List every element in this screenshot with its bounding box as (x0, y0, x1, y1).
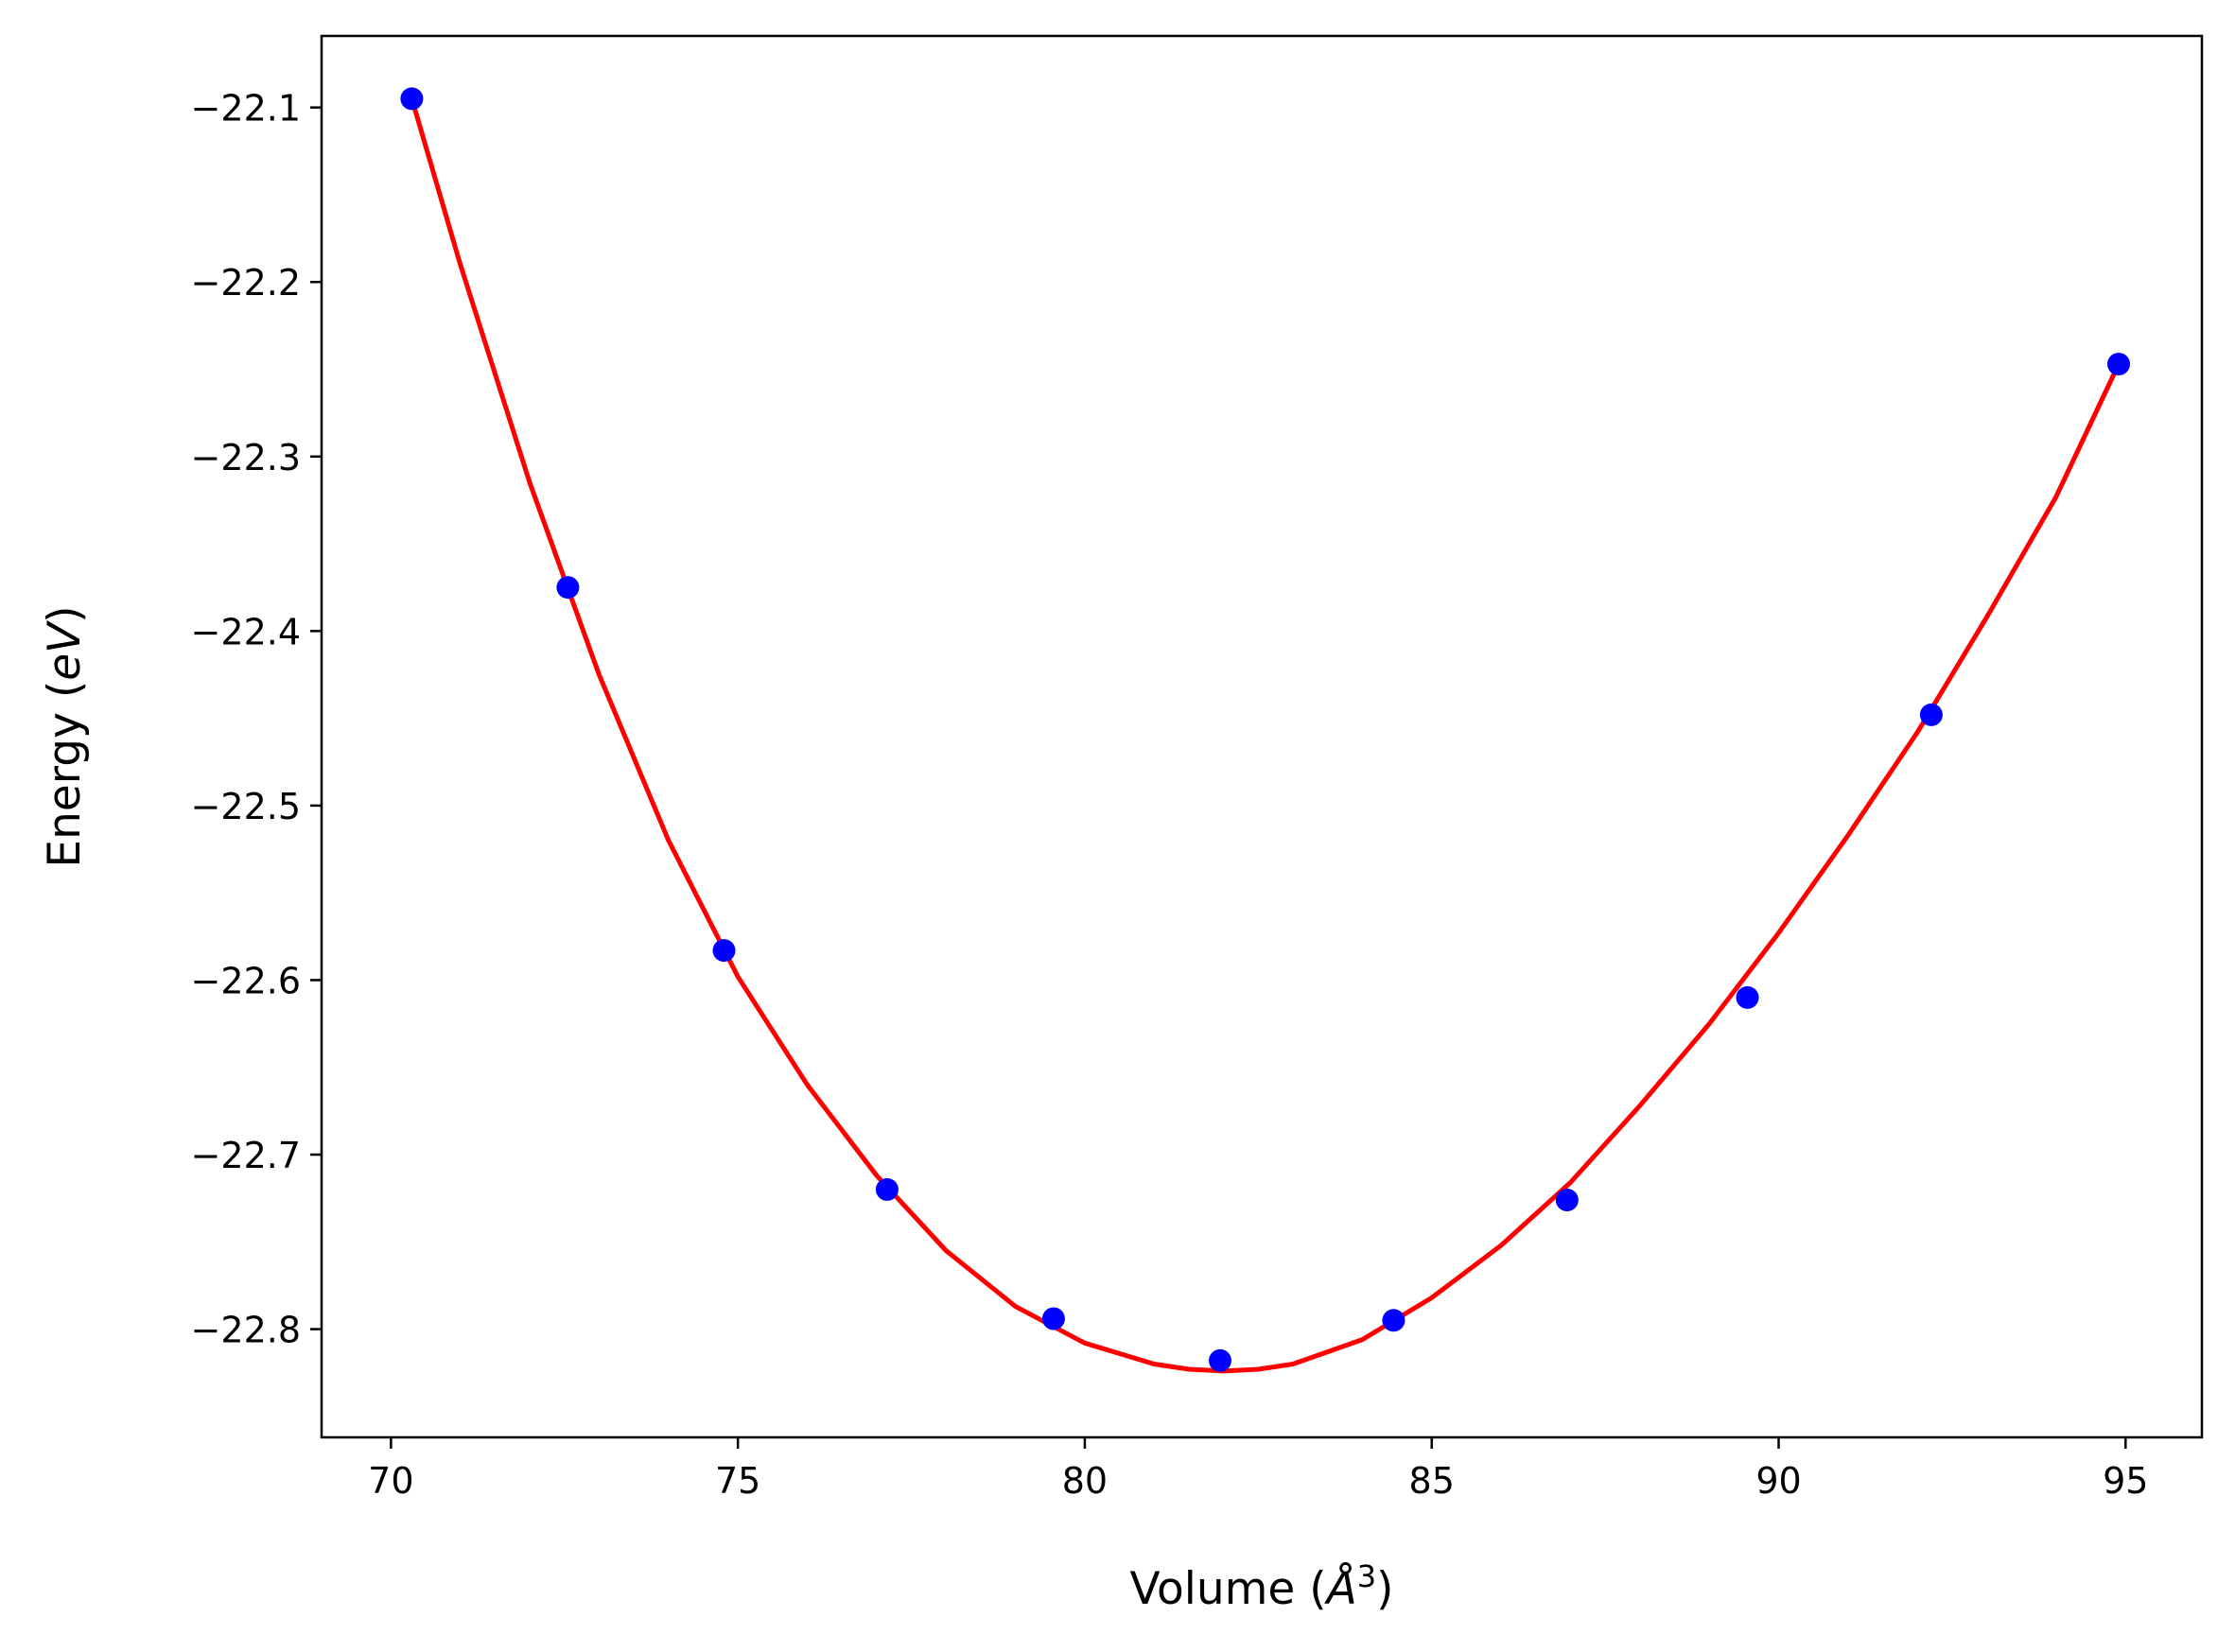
x-tick-label: 85 (1409, 1460, 1455, 1502)
x-tick-label: 70 (368, 1460, 413, 1502)
data-point (400, 87, 424, 111)
y-tick-label: −22.4 (191, 611, 301, 652)
y-tick-label: −22.3 (191, 437, 301, 478)
data-point (1209, 1348, 1231, 1372)
data-point (1555, 1189, 1579, 1211)
y-axis-label: Energy (eV) (39, 605, 91, 867)
y-tick-label: −22.5 (191, 786, 301, 827)
y-tick-label: −22.7 (191, 1135, 301, 1176)
y-tick-label: −22.1 (191, 88, 301, 130)
data-points-layer (400, 87, 2130, 1372)
x-tick-label: 95 (2103, 1460, 2148, 1502)
x-tick-label: 90 (1755, 1460, 1801, 1502)
data-point (1382, 1309, 1406, 1332)
fit-curve-layer (410, 97, 2122, 1374)
x-axis: 70 75 80 85 90 95 (368, 1437, 2148, 1502)
fit-curve (410, 97, 2122, 1374)
y-tick-label: −22.8 (191, 1310, 301, 1351)
y-axis: −22.1 −22.2 −22.3 −22.4 −22.5 −22.6 −22.7 −22.8 (191, 88, 322, 1351)
data-point (712, 939, 736, 963)
data-point (556, 576, 580, 600)
data-point (875, 1177, 899, 1201)
y-tick-label: −22.2 (191, 262, 301, 304)
x-axis-label: Volume (Å3) (1130, 1558, 1394, 1615)
data-point (1736, 985, 1759, 1009)
x-tick-label: 75 (715, 1460, 760, 1502)
x-tick-label: 80 (1062, 1460, 1108, 1502)
plot-frame (320, 34, 2204, 1439)
data-point (1041, 1307, 1065, 1330)
data-point (1919, 703, 1943, 726)
y-tick-label: −22.6 (191, 960, 301, 1001)
data-point (2107, 353, 2130, 375)
